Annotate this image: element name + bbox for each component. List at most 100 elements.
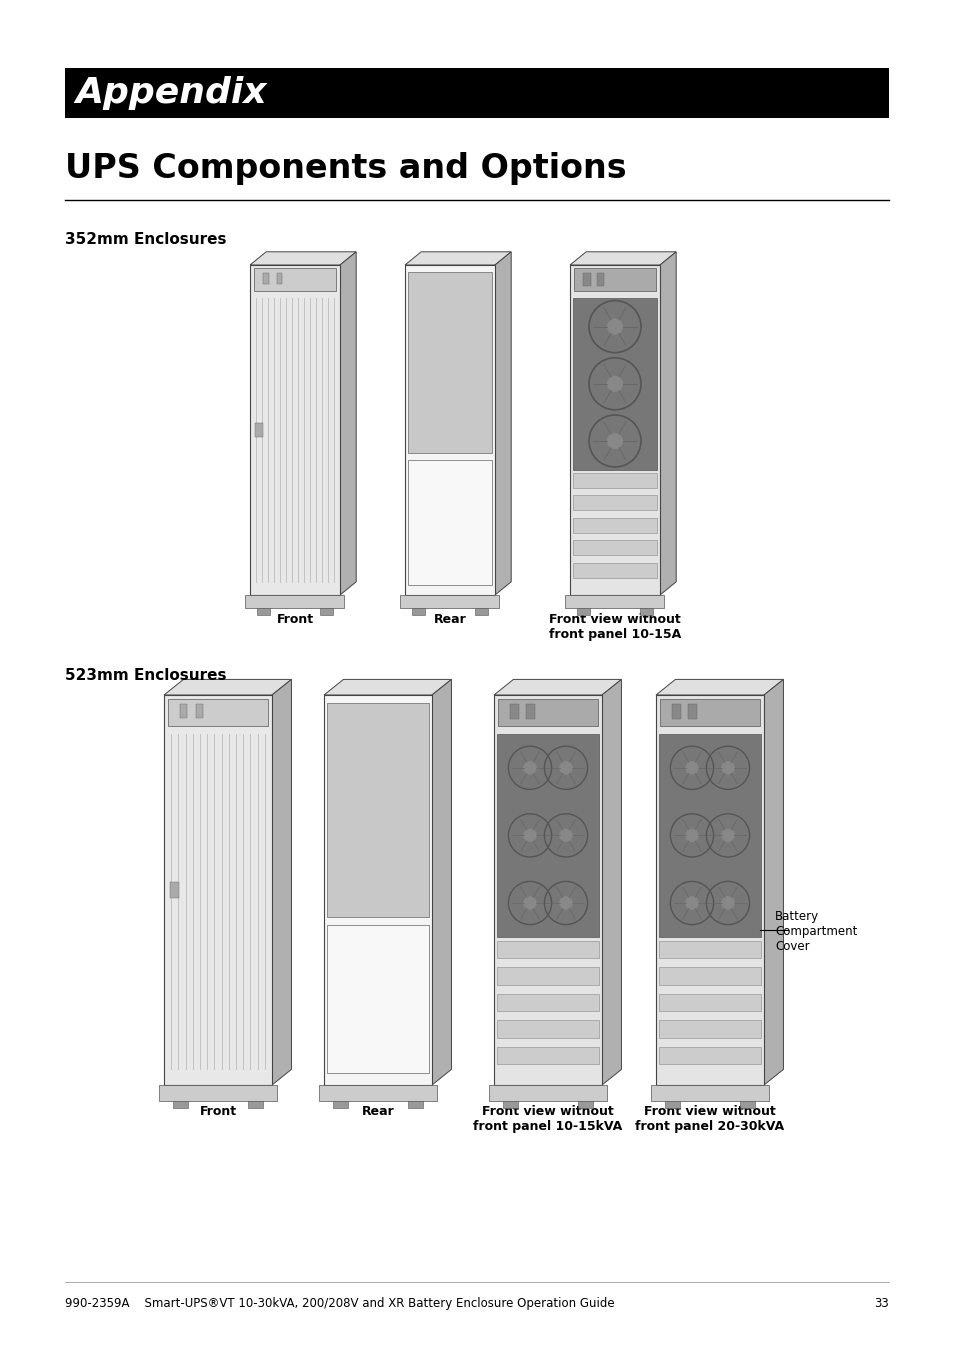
Circle shape <box>685 897 698 909</box>
Bar <box>407 459 492 585</box>
Polygon shape <box>569 251 676 265</box>
Bar <box>659 994 760 1012</box>
Bar <box>407 272 492 453</box>
Bar <box>164 694 272 1085</box>
Bar <box>405 265 495 594</box>
Text: Front: Front <box>276 613 314 626</box>
Bar <box>494 694 601 1085</box>
Bar <box>250 265 339 594</box>
Bar <box>659 734 760 936</box>
Circle shape <box>720 762 734 774</box>
Circle shape <box>558 830 572 842</box>
Bar <box>659 698 759 727</box>
Bar <box>688 704 697 719</box>
Text: Rear: Rear <box>361 1105 394 1119</box>
Bar <box>333 1101 348 1108</box>
Bar <box>253 269 336 292</box>
Text: 33: 33 <box>873 1297 888 1310</box>
Circle shape <box>558 897 572 909</box>
Text: Front view without
front panel 10-15kVA: Front view without front panel 10-15kVA <box>473 1105 622 1133</box>
Circle shape <box>720 897 734 909</box>
Polygon shape <box>601 680 620 1085</box>
Bar <box>639 608 652 615</box>
Bar <box>488 1085 607 1101</box>
Polygon shape <box>432 680 451 1085</box>
Bar <box>572 299 657 470</box>
Bar <box>318 1085 436 1101</box>
Text: 523mm Enclosures: 523mm Enclosures <box>65 667 226 684</box>
Bar <box>408 1101 423 1108</box>
Bar <box>158 1085 277 1101</box>
Polygon shape <box>495 251 511 594</box>
Polygon shape <box>324 680 451 694</box>
Bar <box>573 269 656 292</box>
Bar <box>510 704 518 719</box>
Bar <box>497 967 598 985</box>
Bar <box>327 703 428 917</box>
Polygon shape <box>164 680 291 694</box>
Text: Appendix: Appendix <box>75 76 266 109</box>
Circle shape <box>606 319 622 335</box>
Bar <box>400 594 499 608</box>
Bar <box>245 594 344 608</box>
Bar <box>475 608 487 615</box>
Bar <box>572 540 657 555</box>
Text: UPS Components and Options: UPS Components and Options <box>65 153 626 185</box>
Bar <box>412 608 424 615</box>
Polygon shape <box>405 251 511 265</box>
Circle shape <box>523 897 536 909</box>
Bar <box>659 967 760 985</box>
Circle shape <box>558 762 572 774</box>
Bar <box>569 265 659 594</box>
Bar <box>572 562 657 578</box>
Bar <box>672 704 680 719</box>
Bar <box>497 994 598 1012</box>
Bar <box>327 925 428 1073</box>
Bar <box>65 68 888 118</box>
Polygon shape <box>656 680 782 694</box>
Polygon shape <box>763 680 782 1085</box>
Bar <box>497 940 598 958</box>
Bar <box>578 1101 593 1108</box>
Circle shape <box>685 830 698 842</box>
Bar <box>572 473 657 488</box>
Text: Front: Front <box>199 1105 236 1119</box>
Bar <box>497 734 598 936</box>
Text: 352mm Enclosures: 352mm Enclosures <box>65 232 226 247</box>
Bar <box>526 704 535 719</box>
Bar <box>565 594 664 608</box>
Bar <box>583 273 590 285</box>
Bar <box>196 704 203 717</box>
Bar <box>497 698 597 727</box>
Bar <box>171 882 179 898</box>
Bar <box>168 698 268 727</box>
Polygon shape <box>339 251 355 594</box>
Bar <box>659 940 760 958</box>
Bar <box>664 1101 679 1108</box>
Bar <box>577 608 589 615</box>
Bar <box>255 423 262 436</box>
Bar <box>502 1101 517 1108</box>
Text: Front view without
front panel 10-15A: Front view without front panel 10-15A <box>548 613 680 640</box>
Bar <box>320 608 333 615</box>
Bar <box>276 273 282 285</box>
Circle shape <box>523 830 536 842</box>
Bar <box>659 1020 760 1038</box>
Bar <box>248 1101 263 1108</box>
Bar <box>257 608 270 615</box>
Text: Battery
Compartment
Cover: Battery Compartment Cover <box>774 911 857 952</box>
Bar <box>572 496 657 511</box>
Bar <box>263 273 269 285</box>
Polygon shape <box>250 251 355 265</box>
Circle shape <box>523 762 536 774</box>
Circle shape <box>606 376 622 392</box>
Bar <box>659 1047 760 1065</box>
Bar <box>497 1020 598 1038</box>
Bar <box>324 694 432 1085</box>
Bar <box>740 1101 755 1108</box>
Circle shape <box>685 762 698 774</box>
Polygon shape <box>659 251 676 594</box>
Text: 990-2359A    Smart-UPS®VT 10-30kVA, 200/208V and XR Battery Enclosure Operation : 990-2359A Smart-UPS®VT 10-30kVA, 200/208… <box>65 1297 614 1310</box>
Text: Rear: Rear <box>434 613 466 626</box>
Polygon shape <box>272 680 291 1085</box>
